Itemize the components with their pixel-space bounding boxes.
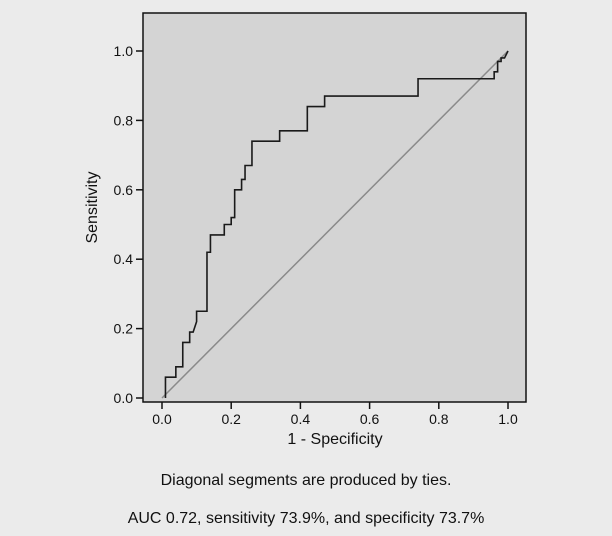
x-tick-label: 0.0 xyxy=(152,411,172,427)
x-tick-label: 1.0 xyxy=(498,411,518,427)
y-tick-label: 0.2 xyxy=(114,321,134,337)
x-tick-label: 0.4 xyxy=(291,411,311,427)
y-tick-label: 0.8 xyxy=(114,112,134,128)
caption-auc-stats: AUC 0.72, sensitivity 73.9%, and specifi… xyxy=(127,510,485,527)
x-axis-title: 1 - Specificity xyxy=(287,431,382,448)
x-axis: 0.0 0.2 0.4 0.6 0.8 1.0 xyxy=(152,402,518,427)
x-tick-label: 0.2 xyxy=(221,411,241,427)
y-axis-title: Sensitivity xyxy=(84,171,101,243)
y-tick-label: 0.4 xyxy=(114,251,134,267)
y-tick-label: 1.0 xyxy=(114,43,134,59)
plot-area xyxy=(142,12,527,403)
caption-ties-note: Diagonal segments are produced by ties. xyxy=(160,472,452,489)
reference-diagonal-line xyxy=(161,50,509,399)
y-tick-label: 0.6 xyxy=(114,182,134,198)
y-tick-label: 0.0 xyxy=(114,390,134,406)
x-tick-label: 0.8 xyxy=(429,411,449,427)
roc-curve-line xyxy=(164,50,509,398)
x-tick-label: 0.6 xyxy=(360,411,380,427)
y-axis: 0.0 0.2 0.4 0.6 0.8 1.0 xyxy=(114,43,143,406)
